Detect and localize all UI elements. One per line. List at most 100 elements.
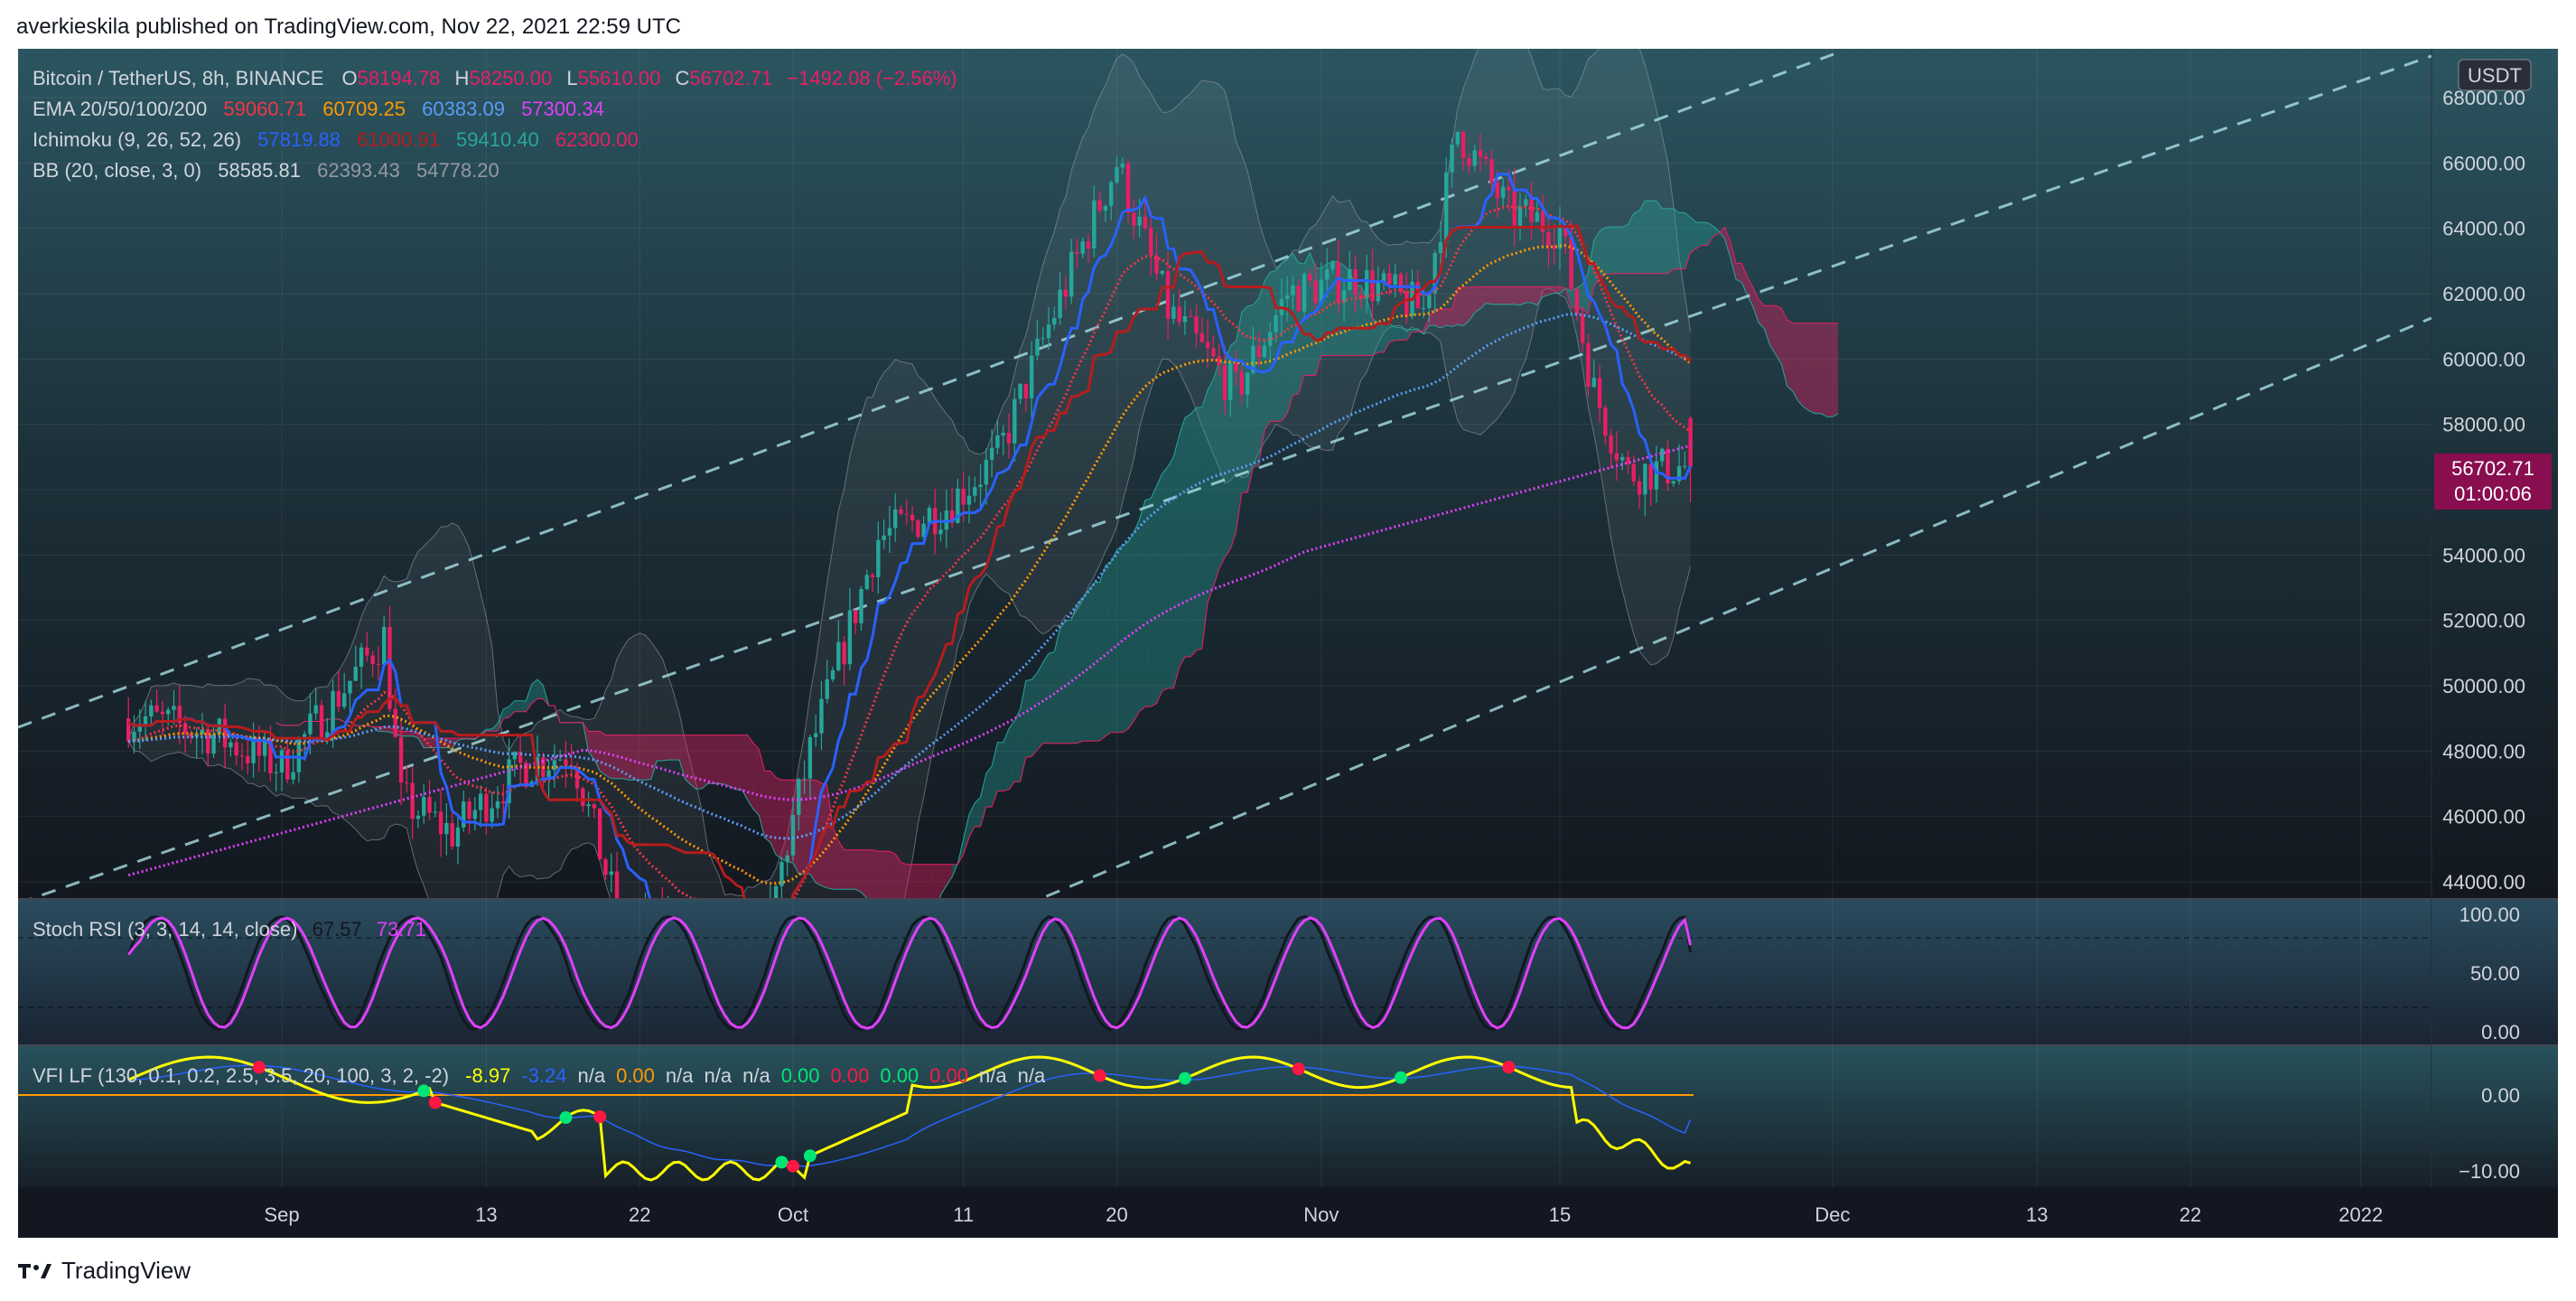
candle-body: [359, 647, 364, 668]
cloud-segment: [946, 864, 953, 886]
cloud-segment: [662, 735, 668, 761]
vfi-cross-up-dot: [559, 1111, 573, 1125]
candle-body: [1398, 274, 1404, 292]
candle-body: [200, 729, 205, 735]
bb-legend[interactable]: BB (20, close, 3, 0) 58585.81 62393.43 5…: [33, 159, 499, 182]
candle-body: [779, 862, 784, 886]
cloud-segment: [1667, 208, 1674, 274]
candle-body: [444, 823, 449, 835]
ichimoku-lines: [127, 173, 1692, 898]
stoch-legend[interactable]: Stoch RSI (3, 3, 14, 14, close) 67.57 73…: [33, 918, 426, 941]
currency-badge[interactable]: USDT: [2458, 59, 2532, 91]
cloud-segment: [1440, 309, 1447, 328]
cloud-segment: [1724, 227, 1731, 257]
candle-body: [484, 793, 489, 822]
time-axis[interactable]: Sep 13 22 Oct 11 20 Nov 15 Dec 13 22 2022: [264, 1203, 2383, 1226]
cloud-segment: [855, 849, 862, 893]
candle-body: [279, 750, 285, 772]
candle-body: [836, 641, 841, 670]
cloud-segment: [1144, 498, 1152, 707]
footer[interactable]: TradingView: [18, 1257, 191, 1285]
cloud-segment: [1116, 545, 1123, 733]
cloud-segment: [883, 851, 890, 898]
cloud-segment: [1049, 651, 1055, 744]
cloud-segment: [895, 854, 901, 898]
candle-body: [1125, 164, 1131, 213]
candle-body: [1524, 199, 1528, 206]
cloud-segment: [1434, 309, 1441, 328]
candle-body: [597, 808, 602, 860]
bollinger-bands: [127, 49, 1692, 898]
candle-body: [899, 509, 903, 514]
candle-body: [790, 814, 796, 856]
candle-body: [1330, 261, 1335, 269]
candle-body: [405, 782, 409, 784]
ema-legend[interactable]: EMA 20/50/100/200 59060.71 60709.25 6038…: [33, 98, 604, 120]
cloud-segment: [1491, 286, 1498, 304]
candle-body: [1013, 398, 1017, 444]
vfi-legend[interactable]: VFI LF (130, 0.1, 0.2, 2.5, 3.5, 20, 100…: [33, 1064, 1046, 1087]
candle-body: [257, 736, 262, 756]
cloud-segment: [1764, 305, 1770, 346]
cloud-segment: [509, 700, 515, 717]
price-axis[interactable]: 68000.0066000.0064000.0062000.0060000.00…: [2442, 87, 2525, 894]
candle-body: [1103, 205, 1108, 211]
symbol-legend[interactable]: Bitcoin / TetherUS, 8h, BINANCE O58194.7…: [33, 67, 957, 89]
stoch-k-value: 67.57: [313, 918, 362, 941]
candle-body: [524, 763, 528, 787]
cloud-segment: [929, 864, 936, 898]
vfi-cross-down-dot: [1093, 1069, 1106, 1082]
vfi-axis[interactable]: 0.00 −10.00: [2459, 1084, 2520, 1183]
candle-body: [1035, 338, 1040, 356]
candle-body: [1353, 268, 1358, 295]
cloud-segment: [935, 864, 941, 898]
cloud-segment: [520, 700, 527, 712]
candle-body: [1387, 273, 1392, 285]
cloud-segment: [1486, 286, 1492, 304]
cloud-segment: [844, 849, 850, 890]
cloud-segment: [1832, 323, 1839, 417]
cloud-segment: [1082, 590, 1089, 742]
vfi-cross-down-dot: [428, 1096, 442, 1109]
vfi-legend-value: n/a: [666, 1064, 694, 1087]
cloud-segment: [889, 851, 896, 898]
candle-body: [1609, 435, 1613, 454]
candle-body: [381, 626, 387, 665]
candle-body: [1029, 355, 1034, 398]
cloud-segment: [1400, 327, 1407, 341]
price-tick: 54000.00: [2442, 544, 2525, 566]
candle-body: [1245, 372, 1250, 395]
channel-line-1: [29, 54, 2431, 898]
ema-label: EMA 20/50/100/200: [33, 98, 207, 120]
cloud-segment: [1168, 456, 1174, 688]
cloud-segment: [1639, 201, 1646, 274]
ichimoku-legend[interactable]: Ichimoku (9, 26, 52, 26) 57819.88 61000.…: [33, 128, 639, 151]
cloud-segment: [1025, 679, 1032, 758]
cloud-segment: [1003, 728, 1009, 791]
candle-body: [319, 705, 324, 739]
candle-body: [984, 459, 989, 485]
close-value: 56702.71: [689, 67, 772, 89]
vfi-legend-value: -8.97: [465, 1064, 510, 1087]
candle-body: [313, 705, 318, 714]
cloud-segment: [667, 735, 674, 761]
trend-channel: [18, 52, 2431, 898]
candle-body: [370, 655, 375, 664]
cloud-segment: [975, 797, 981, 827]
cloud-segment: [1162, 466, 1169, 691]
cloud-segment: [1020, 680, 1026, 782]
symbol-title: Bitcoin / TetherUS, 8h, BINANCE: [33, 67, 323, 89]
candle-body: [569, 765, 574, 767]
stoch-axis[interactable]: 100.00 50.00 0.00: [2459, 903, 2520, 1044]
cloud-segment: [1787, 319, 1793, 392]
candle-body: [1251, 346, 1255, 373]
cloud-segment: [1759, 299, 1765, 329]
stoch-pane-bg: [18, 900, 2558, 1044]
ema20-value: 59060.71: [223, 98, 306, 120]
candle-body: [1046, 324, 1051, 339]
candle-body: [1052, 317, 1057, 325]
cloud-segment: [1781, 308, 1787, 387]
vfi-lines: [127, 1055, 1692, 1182]
candle-body: [1165, 270, 1171, 319]
candle-body: [1182, 315, 1188, 323]
